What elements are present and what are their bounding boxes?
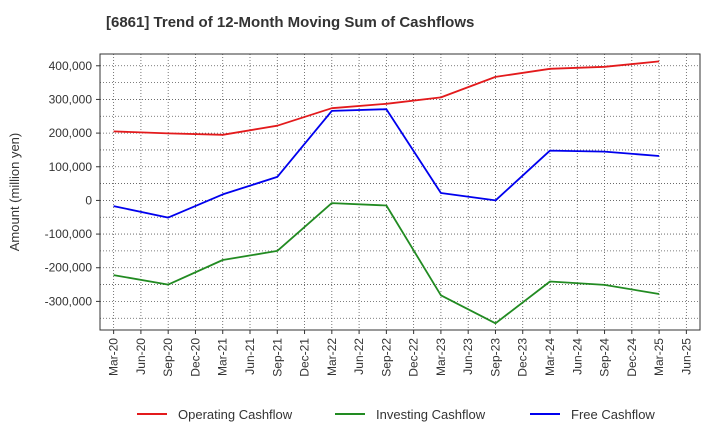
x-tick-label: Sep-24: [598, 338, 612, 377]
y-tick-label: -100,000: [45, 227, 93, 241]
series-lines: [113, 60, 660, 325]
x-tick-label: Sep-22: [379, 338, 393, 377]
x-tick-label: Mar-20: [107, 338, 121, 376]
x-tick-label: Jun-21: [243, 338, 257, 375]
plot-background: [100, 54, 700, 330]
x-tick-label: Sep-23: [488, 338, 502, 377]
x-tick-label: Mar-23: [434, 338, 448, 376]
y-axis-label: Amount (million yen): [7, 133, 22, 252]
x-tick-label: Dec-23: [516, 338, 530, 377]
x-tick-label: Jun-20: [134, 338, 148, 375]
series-line-free-cashflow: [113, 108, 660, 219]
plot-frame: [99, 53, 701, 331]
x-tick-label: Jun-25: [679, 338, 693, 375]
x-tick-label: Sep-21: [270, 338, 284, 377]
x-tick-label: Mar-25: [652, 338, 666, 376]
series-line-investing-cashflow: [113, 202, 660, 325]
legend-label-investing-cashflow: Investing Cashflow: [376, 407, 486, 422]
x-tick-label: Sep-20: [161, 338, 175, 377]
grid-lines: [100, 54, 700, 330]
chart-title: [6861] Trend of 12-Month Moving Sum of C…: [106, 14, 475, 31]
x-tick-label: Jun-24: [570, 338, 584, 375]
y-tick-label: 300,000: [49, 92, 93, 106]
x-tick-label: Dec-20: [188, 338, 202, 377]
series-line-operating-cashflow: [113, 60, 660, 136]
legend-label-operating-cashflow: Operating Cashflow: [178, 407, 293, 422]
y-tick-label: 100,000: [49, 160, 93, 174]
x-tick-label: Mar-21: [216, 338, 230, 376]
x-tick-label: Dec-22: [407, 338, 421, 377]
y-tick-label: 0: [85, 193, 92, 207]
y-tick-label: -200,000: [45, 261, 93, 275]
legend-label-free-cashflow: Free Cashflow: [571, 407, 655, 422]
legend: Operating Cashflow Investing Cashflow Free…: [137, 407, 655, 422]
y-tick-label: 200,000: [49, 126, 93, 140]
y-tick-label: 400,000: [49, 59, 93, 73]
x-tick-label: Jun-23: [461, 338, 475, 375]
x-axis-ticks: Mar-20 Jun-20 Sep-20 Dec-20 Mar-21 Jun-21 Sep-…: [107, 330, 693, 377]
y-axis-ticks: 400,000 300,000 200,000 100,000 0 -100,000 -20…: [45, 59, 100, 308]
x-tick-label: Jun-22: [352, 338, 366, 375]
x-tick-label: Dec-24: [625, 338, 639, 377]
x-tick-label: Mar-22: [325, 338, 339, 376]
x-tick-label: Dec-21: [298, 338, 312, 377]
x-tick-label: Mar-24: [543, 338, 557, 376]
y-tick-label: -300,000: [45, 294, 93, 308]
